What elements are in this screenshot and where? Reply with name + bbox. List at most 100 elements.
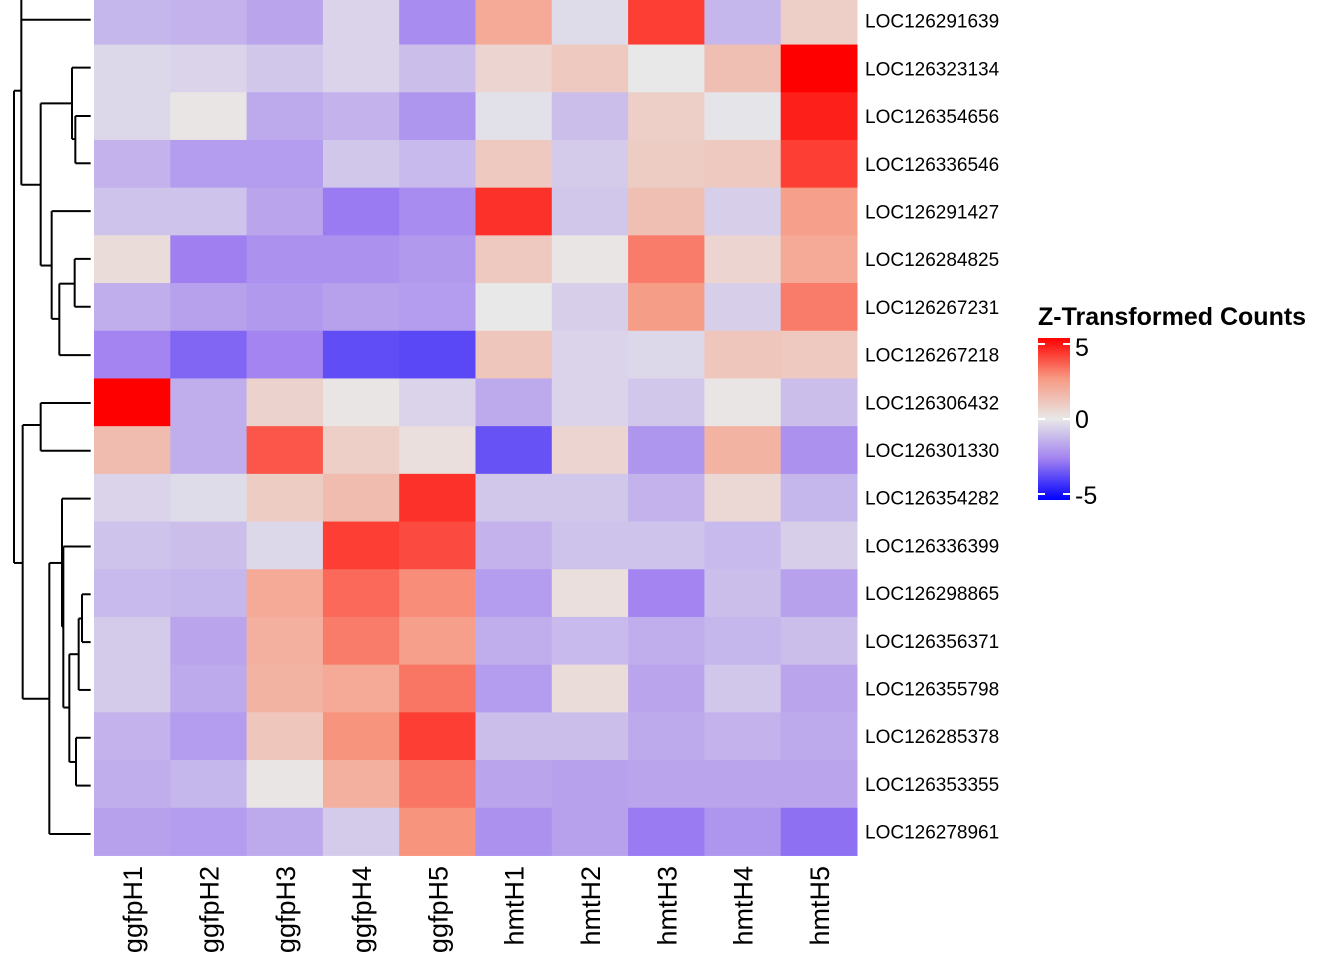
heatmap-cell	[170, 760, 248, 809]
heatmap-cell	[170, 330, 248, 379]
heatmap-cell	[780, 712, 858, 761]
heatmap-cell	[628, 330, 705, 379]
column-label: hmtH2	[576, 866, 606, 946]
heatmap-cell	[246, 569, 324, 618]
heatmap-cell	[780, 521, 858, 570]
row-label: LOC126306432	[865, 393, 999, 414]
heatmap-cell	[628, 616, 705, 666]
heatmap-cell	[704, 426, 782, 475]
heatmap-cell	[322, 283, 400, 332]
heatmap-cell	[704, 378, 782, 427]
heatmap-cell	[475, 521, 553, 570]
heatmap-cell	[94, 807, 171, 856]
heatmap-cell	[170, 235, 248, 284]
heatmap-cell	[704, 44, 782, 93]
heatmap-cell	[94, 235, 171, 284]
heatmap-cell	[246, 283, 324, 332]
row-label: LOC126323134	[865, 59, 1000, 80]
heatmap-cell	[704, 187, 782, 236]
heatmap-cell	[399, 44, 476, 93]
heatmap-cell	[628, 378, 705, 427]
heatmap-cell	[704, 521, 782, 570]
heatmap-cell	[170, 44, 248, 93]
column-label: ggfpH2	[194, 866, 224, 953]
heatmap-cell	[170, 92, 248, 141]
heatmap-cell	[475, 0, 553, 46]
heatmap-cell	[780, 473, 858, 523]
heatmap-cell	[399, 616, 476, 666]
heatmap-cell	[94, 760, 171, 809]
heatmap-cell	[551, 426, 629, 475]
heatmap-cell	[628, 664, 705, 713]
heatmap-cell	[704, 664, 782, 713]
row-label: LOC126356371	[865, 632, 999, 653]
color-legend: Z-Transformed Counts 5 0 -5	[1038, 303, 1306, 510]
heatmap-cell	[170, 283, 248, 332]
heatmap-cell	[551, 44, 629, 93]
heatmap-cell	[475, 616, 553, 666]
row-label: LOC126267218	[865, 346, 999, 367]
heatmap-cell	[322, 521, 400, 570]
heatmap-cell	[246, 760, 324, 809]
heatmap-cell	[94, 330, 171, 379]
heatmap-cell	[399, 807, 476, 856]
heatmap-cell	[475, 378, 553, 427]
heatmap-cell	[322, 426, 400, 475]
row-label: LOC126291639	[865, 12, 999, 33]
column-label: hmtH1	[500, 866, 530, 946]
heatmap-cell	[780, 378, 858, 427]
heatmap-cell	[399, 569, 476, 618]
heatmap-cell	[780, 92, 858, 141]
heatmap-cell	[170, 473, 248, 523]
heatmap-cell	[780, 760, 858, 809]
heatmap-cell	[780, 235, 858, 284]
heatmap-cell	[551, 187, 629, 236]
heatmap-cell	[628, 426, 705, 475]
heatmap-cell	[322, 44, 400, 93]
heatmap-cell	[399, 283, 476, 332]
heatmap-cell	[780, 0, 858, 46]
heatmap-cell	[475, 283, 553, 332]
heatmap-cell	[246, 521, 324, 570]
row-dendrogram	[13, 0, 91, 835]
heatmap-cell	[399, 330, 476, 379]
heatmap-cell	[704, 283, 782, 332]
heatmap-cell	[628, 187, 705, 236]
heatmap-cell	[475, 139, 553, 189]
heatmap-cell	[246, 473, 324, 523]
heatmap-cell	[322, 378, 400, 427]
heatmap-cell	[170, 426, 248, 475]
heatmap-cell	[94, 187, 171, 236]
heatmap-cell	[704, 235, 782, 284]
heatmap-cell	[704, 760, 782, 809]
row-label: LOC126355798	[865, 680, 999, 701]
heatmap-cell	[246, 712, 324, 761]
heatmap-cell	[322, 235, 400, 284]
heatmap-cell	[551, 378, 629, 427]
heatmap-cell	[551, 473, 629, 523]
heatmap-cell	[322, 0, 400, 46]
heatmap-cell	[551, 283, 629, 332]
heatmap-cell	[170, 664, 248, 713]
heatmap-cell	[704, 807, 782, 856]
heatmap-cell	[475, 330, 553, 379]
heatmap-cell	[399, 664, 476, 713]
heatmap-cell	[322, 616, 400, 666]
heatmap-cell	[399, 760, 476, 809]
heatmap-cell	[399, 0, 476, 46]
heatmap-cell	[551, 521, 629, 570]
heatmap-cell	[170, 521, 248, 570]
heatmap-cell	[246, 378, 324, 427]
heatmap-cell	[704, 473, 782, 523]
row-label: LOC126284825	[865, 250, 999, 271]
heatmap-cell	[170, 712, 248, 761]
heatmap-cell	[399, 378, 476, 427]
heatmap-cell	[170, 139, 248, 189]
heatmap-cell	[94, 664, 171, 713]
heatmap-cell	[551, 0, 629, 46]
heatmap-cell	[780, 187, 858, 236]
heatmap-cell	[94, 44, 171, 93]
heatmap-cell	[628, 0, 705, 46]
heatmap-cell	[551, 760, 629, 809]
heatmap-cell	[399, 473, 476, 523]
